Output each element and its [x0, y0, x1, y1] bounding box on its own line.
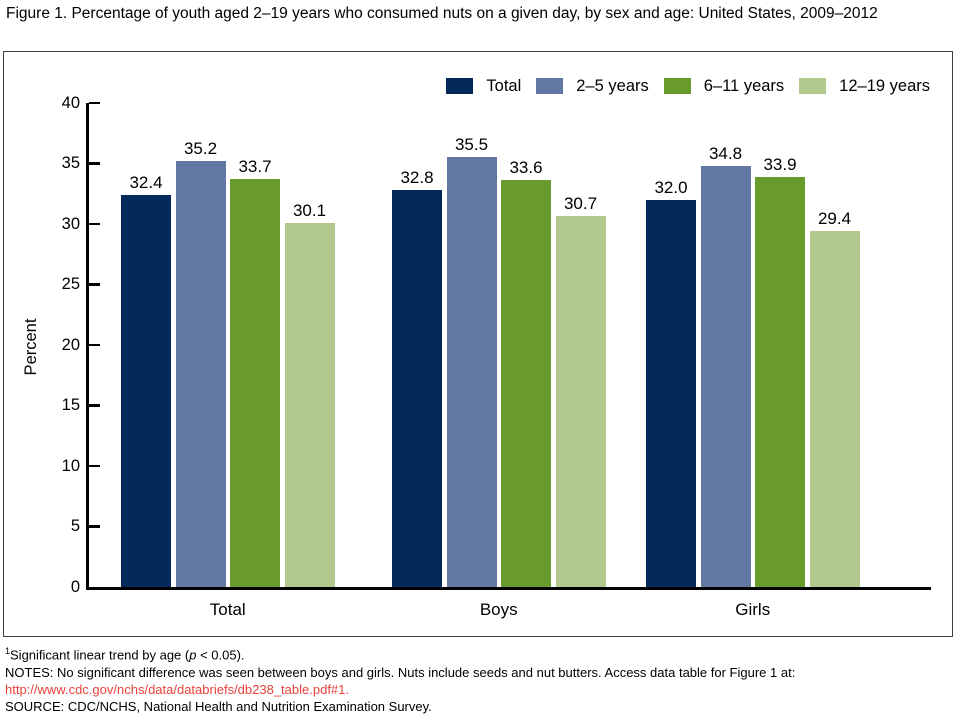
bar-value-label: 30.1 [292, 200, 327, 220]
y-tick-label: 15 [61, 396, 80, 414]
legend-label-12-19-years: 12–19 years [839, 76, 930, 95]
y-tick-label: 35 [61, 154, 80, 172]
y-tick [89, 404, 100, 407]
bar-value-label: 33.9 [763, 154, 797, 174]
bar-value-label: 32.0 [654, 177, 688, 197]
footnote-significance-text: Significant linear trend by age ( [10, 647, 190, 663]
bar-6–11 years-Total [230, 179, 280, 587]
footnote-significance: 1Significant linear trend by age (p < 0.… [5, 643, 955, 664]
footnote-significance-tail: < 0.05). [196, 647, 245, 663]
footnote-notes: NOTES: No significant difference was see… [5, 664, 796, 680]
data-table-link[interactable]: http://www.cdc.gov/nchs/data/databriefs/… [5, 681, 350, 697]
y-tick-label: 10 [61, 456, 80, 475]
figure-title: Figure 1. Percentage of youth aged 2–19 … [6, 5, 878, 22]
bar-2–5 years-Boys [446, 157, 497, 587]
bar-12–19 years-Girls [809, 231, 860, 587]
footnote-source: SOURCE: CDC/NCHS, National Health and Nu… [5, 698, 432, 714]
y-tick [89, 222, 100, 226]
y-tick-label: 5 [70, 517, 80, 535]
y-axis-line [86, 103, 89, 590]
bar-Total-Total [121, 194, 171, 587]
y-tick-label: 30 [61, 214, 80, 233]
y-tick-label: 25 [61, 275, 80, 293]
legend-label-6-11-years: 6–11 years [703, 76, 785, 95]
bar-value-label: 32.4 [129, 172, 163, 192]
y-tick [89, 525, 100, 528]
footnotes: 1Significant linear trend by age (p < 0.… [5, 643, 955, 715]
legend-swatch-total-icon [446, 78, 474, 94]
footnote-superscript: 1 [5, 646, 11, 656]
bar-12–19 years-Total [284, 222, 335, 587]
y-tick [89, 283, 100, 286]
bar-value-label: 29.4 [817, 209, 852, 229]
bar-2–5 years-Girls [700, 165, 751, 587]
bar-Total-Girls [646, 199, 696, 587]
bar-2–5 years-Total [175, 161, 226, 587]
legend-item-total: Total [446, 77, 521, 96]
x-axis-line [86, 587, 931, 590]
bar-value-label: 32.8 [400, 168, 434, 188]
legend-label-2-5-years: 2–5 years [576, 76, 649, 95]
bar-value-label: 33.6 [509, 158, 543, 178]
legend-label-total: Total [486, 76, 522, 95]
category-label-girls: Girls [735, 600, 771, 619]
legend-swatch-2-5-years-icon [536, 78, 564, 94]
legend: Total 2–5 years 6–11 years 12–19 years [446, 76, 930, 96]
y-tick-label: 20 [61, 335, 80, 354]
y-tick [89, 343, 100, 347]
y-tick-label: 40 [61, 93, 80, 112]
y-tick [89, 464, 100, 468]
bar-value-label: 30.7 [563, 193, 598, 213]
bar-6–11 years-Boys [501, 180, 551, 587]
category-label-boys: Boys [479, 600, 518, 619]
bar-6–11 years-Girls [755, 176, 805, 587]
bar-Total-Boys [392, 190, 442, 587]
legend-item-6-11-years: 6–11 years [663, 76, 785, 96]
y-tick [89, 162, 100, 165]
bar-value-label: 35.5 [454, 135, 489, 155]
y-tick-label: 0 [70, 577, 80, 596]
bar-value-label: 35.2 [183, 139, 218, 159]
footnote-p-italic: p [189, 647, 197, 663]
legend-item-2-5-years: 2–5 years [536, 76, 649, 96]
legend-swatch-6-11-years-icon [663, 78, 691, 94]
bar-value-label: 34.8 [708, 143, 743, 163]
bar-12–19 years-Boys [555, 215, 606, 587]
category-label-total: Total [209, 600, 246, 619]
bar-value-label: 33.7 [238, 157, 272, 177]
legend-item-12-19-years: 12–19 years [799, 77, 930, 96]
legend-swatch-12-19-years-icon [799, 78, 827, 94]
y-tick [89, 101, 100, 105]
